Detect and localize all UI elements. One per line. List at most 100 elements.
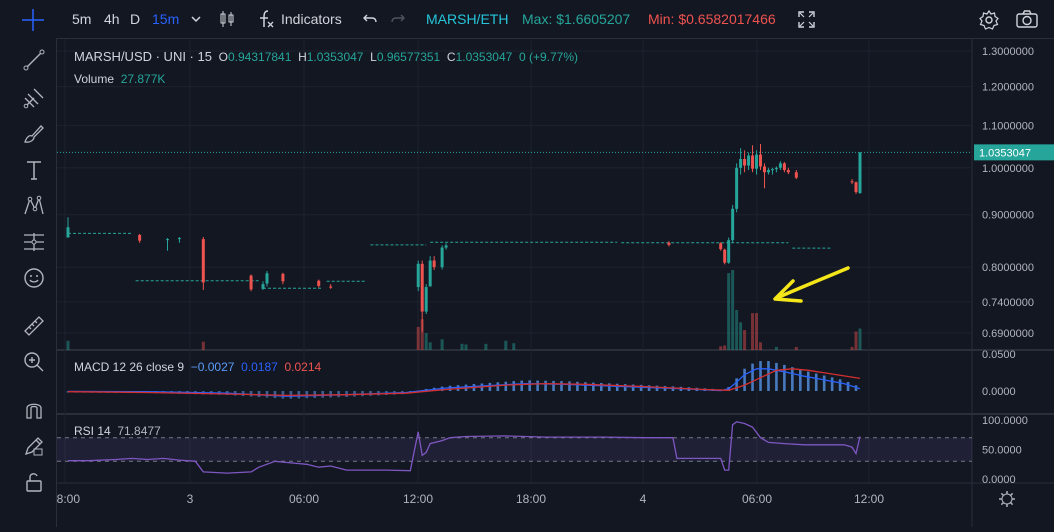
candle-body bbox=[165, 239, 169, 241]
high-label: H bbox=[298, 50, 307, 64]
macd-hist-bar bbox=[639, 384, 643, 391]
gear-tooth bbox=[1010, 502, 1014, 506]
candle-body bbox=[739, 158, 743, 168]
macd-hist-bar bbox=[791, 367, 794, 391]
chart-container[interactable]: 1.3000000 1.2000000 1.1000000 1.0000000 0.90… bbox=[50, 39, 1054, 527]
settings-gear-icon[interactable] bbox=[979, 10, 999, 30]
candle-body bbox=[138, 234, 142, 241]
undo-icon[interactable] bbox=[362, 11, 378, 27]
macd-signal-line bbox=[67, 368, 861, 397]
macd-hist-bar bbox=[607, 383, 611, 391]
volume-bar bbox=[854, 331, 858, 350]
macd-hist-bar bbox=[257, 391, 261, 398]
candle-body bbox=[329, 286, 333, 288]
symbol-label: MARSH/USD · UNI · 15 bbox=[74, 49, 212, 64]
candle-body bbox=[444, 245, 448, 248]
gear-tooth bbox=[1000, 492, 1004, 496]
candle-body bbox=[265, 273, 269, 284]
macd-hist-bar bbox=[799, 369, 802, 391]
min-price-label: Min: $0.6582017466 bbox=[648, 11, 776, 27]
zoom-in-icon[interactable] bbox=[22, 350, 46, 374]
candle-body bbox=[751, 155, 755, 169]
macd-hist-bar bbox=[623, 384, 627, 391]
crosshair-icon[interactable] bbox=[22, 9, 44, 31]
candle-body bbox=[201, 239, 205, 283]
brush-icon[interactable] bbox=[22, 122, 46, 146]
macd-hist-bar bbox=[631, 384, 635, 391]
price-tick-label: 0.6900000 bbox=[982, 328, 1034, 340]
rsi-tick-label: 0.0000 bbox=[982, 474, 1016, 486]
lock-icon[interactable] bbox=[22, 470, 46, 494]
candle-body bbox=[432, 260, 436, 268]
interval-15m[interactable]: 15m bbox=[152, 11, 180, 27]
macd-hist-bar bbox=[560, 381, 563, 391]
magnet-icon[interactable] bbox=[22, 398, 46, 422]
gear-tooth bbox=[1000, 502, 1004, 506]
price-tick-label: 0.8000000 bbox=[982, 262, 1034, 274]
candle-body bbox=[774, 167, 778, 170]
measure-icon[interactable] bbox=[22, 230, 46, 254]
volume-bars bbox=[66, 270, 862, 350]
macd-hist-bar bbox=[592, 382, 595, 391]
candle-body bbox=[778, 163, 782, 168]
macd-hist-bar bbox=[822, 375, 826, 391]
chevron-down-icon[interactable] bbox=[190, 13, 202, 25]
macd-value: −0.0027 bbox=[190, 360, 235, 374]
candle-body bbox=[317, 280, 321, 286]
low-label: L bbox=[370, 50, 377, 64]
macd-hist-bar bbox=[496, 382, 500, 391]
candle-body bbox=[719, 243, 723, 250]
open-label: O bbox=[218, 50, 228, 64]
price-tick-label: 1.2000000 bbox=[982, 82, 1034, 94]
candle-body bbox=[759, 154, 763, 167]
candle-body bbox=[281, 273, 285, 282]
macd-hist-bar bbox=[329, 391, 332, 398]
volume-bar bbox=[201, 341, 205, 350]
volume-bar bbox=[504, 340, 508, 350]
volume-bar bbox=[420, 319, 424, 350]
candle-body bbox=[770, 169, 774, 171]
chart-svg[interactable]: 1.3000000 1.2000000 1.1000000 1.0000000 0.90… bbox=[50, 39, 1054, 527]
macd-hist-bar bbox=[830, 377, 834, 391]
interval-4h[interactable]: 4h bbox=[104, 11, 120, 27]
volume-bar bbox=[731, 270, 735, 350]
smiley-icon[interactable] bbox=[22, 266, 46, 290]
rsi-band bbox=[57, 437, 972, 462]
macd-hist-bar bbox=[783, 364, 786, 391]
redo-icon[interactable] bbox=[390, 11, 406, 27]
candle-body bbox=[428, 260, 432, 287]
candle-body bbox=[727, 240, 731, 263]
volume-legend: Volume 27.877K bbox=[74, 72, 165, 86]
macd-tick-label: 0.0500 bbox=[982, 349, 1016, 361]
pair-label: MARSH/ETH bbox=[426, 11, 509, 27]
interval-5m[interactable]: 5m bbox=[72, 11, 92, 27]
macd-hist-bar bbox=[584, 382, 587, 391]
fullscreen-icon[interactable] bbox=[798, 11, 815, 28]
candlestick-type-icon[interactable] bbox=[218, 9, 236, 29]
indicators-button[interactable]: Indicators bbox=[281, 11, 342, 27]
trend-line-icon[interactable] bbox=[22, 48, 46, 72]
volume-bar bbox=[484, 343, 488, 350]
interval-d[interactable]: D bbox=[130, 11, 141, 27]
camera-icon[interactable] bbox=[1016, 10, 1038, 28]
candle-body bbox=[766, 170, 770, 173]
macd-hist-bar bbox=[488, 382, 492, 391]
text-tool-icon[interactable] bbox=[22, 158, 46, 182]
function-icon[interactable] bbox=[256, 9, 276, 29]
volume-bar bbox=[512, 343, 516, 350]
macd-hist-bar bbox=[647, 385, 651, 391]
macd-hist-bar bbox=[337, 391, 340, 398]
macd-label: MACD 12 26 close 9 bbox=[74, 360, 185, 374]
pitchfork-icon[interactable] bbox=[22, 86, 46, 110]
pattern-icon[interactable] bbox=[22, 194, 46, 218]
ruler-icon[interactable] bbox=[22, 314, 46, 338]
open-value: 0.94317841 bbox=[227, 50, 292, 64]
macd-hist-bar bbox=[743, 368, 746, 391]
price-tick-label: 1.3000000 bbox=[982, 46, 1034, 58]
macd-hist-bar bbox=[528, 380, 531, 391]
lock-pencil-icon[interactable] bbox=[22, 434, 46, 458]
candle-body bbox=[416, 263, 420, 288]
candle-body bbox=[261, 284, 265, 289]
candle-body bbox=[755, 154, 759, 169]
price-legend: MARSH/USD · UNI · 15 O0.94317841 H1.0353… bbox=[74, 49, 578, 64]
